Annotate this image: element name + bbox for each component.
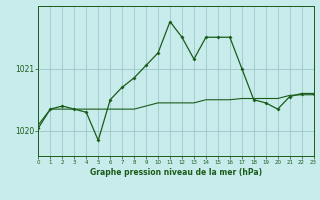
X-axis label: Graphe pression niveau de la mer (hPa): Graphe pression niveau de la mer (hPa) xyxy=(90,168,262,177)
